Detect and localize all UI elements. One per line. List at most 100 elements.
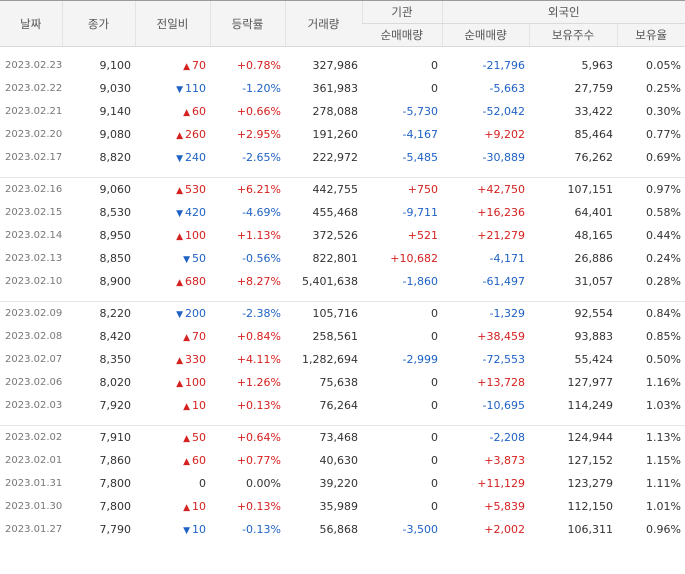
change-cell: ▲ 530 (135, 178, 210, 202)
header-foreign-net: 순매매량 (441, 23, 529, 47)
triangle-up-icon: ▲ (183, 457, 190, 467)
close-cell: 9,080 (99, 128, 132, 141)
volume-cell: 40,630 (319, 454, 359, 467)
institution-net-cell: +750 (407, 183, 438, 196)
foreign-net-cell: -2,208 (489, 431, 525, 444)
foreign-hold-cell: 92,554 (574, 307, 614, 320)
institution-net-cell: 0 (431, 431, 438, 444)
header-rate: 등락률 (209, 0, 285, 47)
triangle-up-icon: ▲ (183, 62, 190, 72)
change-cell: 0 (135, 472, 210, 495)
foreign-net-cell: +9,202 (484, 128, 525, 141)
rate-cell: +0.66% (236, 105, 281, 118)
foreign-ratio-cell: 0.05% (646, 59, 681, 72)
change-cell: ▼ 420 (135, 201, 210, 224)
table-row: 2023.02.20 9,080 ▲ 260 +2.95% 191,260 -4,167 +9… (0, 123, 685, 146)
volume-cell: 75,638 (319, 376, 359, 389)
close-cell: 8,220 (99, 307, 132, 320)
foreign-net-cell: -5,663 (489, 82, 525, 95)
foreign-ratio-cell: 1.03% (646, 399, 681, 412)
change-cell: ▲ 70 (135, 325, 210, 348)
row-separator-cell (0, 417, 685, 426)
header-foreign-ratio: 보유율 (616, 23, 685, 47)
triangle-down-icon: ▼ (176, 85, 183, 95)
row-separator (0, 293, 685, 302)
date-cell: 2023.02.13 (5, 253, 63, 264)
volume-cell: 5,401,638 (302, 275, 358, 288)
foreign-ratio-cell: 0.28% (646, 275, 681, 288)
institution-net-cell: 0 (431, 477, 438, 490)
row-separator-cell (0, 293, 685, 302)
triangle-up-icon: ▲ (183, 333, 190, 343)
row-separator-cell (0, 47, 685, 55)
foreign-ratio-cell: 0.97% (646, 183, 681, 196)
change-cell: ▲ 60 (135, 449, 210, 472)
table-row: 2023.02.23 9,100 ▲ 70 +0.78% 327,986 0 -21,796 5… (0, 54, 685, 77)
change-value: 50 (192, 431, 206, 444)
foreign-hold-cell: 48,165 (574, 229, 614, 242)
change-cell: ▲ 330 (135, 348, 210, 371)
foreign-net-cell: +2,002 (484, 523, 525, 536)
triangle-down-icon: ▼ (183, 255, 190, 265)
volume-cell: 278,088 (312, 105, 359, 118)
close-cell: 7,920 (99, 399, 132, 412)
institution-net-cell: -3,500 (402, 523, 438, 536)
volume-cell: 76,264 (319, 399, 359, 412)
change-value: 100 (185, 376, 206, 389)
table-row: 2023.02.17 8,820 ▼ 240 -2.65% 222,972 -5,485 -3… (0, 146, 685, 169)
row-separator (0, 47, 685, 55)
foreign-ratio-cell: 0.85% (646, 330, 681, 343)
volume-cell: 56,868 (319, 523, 359, 536)
foreign-net-cell: -4,171 (489, 252, 525, 265)
institution-net-cell: 0 (431, 454, 438, 467)
volume-cell: 327,986 (312, 59, 359, 72)
change-value: 420 (185, 206, 206, 219)
close-cell: 7,800 (99, 477, 132, 490)
rate-cell: +1.26% (236, 376, 281, 389)
foreign-net-cell: +3,873 (484, 454, 525, 467)
foreign-hold-cell: 27,759 (574, 82, 614, 95)
table-row: 2023.02.15 8,530 ▼ 420 -4.69% 455,468 -9,711 +1… (0, 201, 685, 224)
date-cell: 2023.02.01 (5, 455, 63, 466)
header-institution: 기관 (361, 0, 442, 24)
change-cell: ▲ 100 (135, 371, 210, 394)
rate-cell: -2.65% (242, 151, 281, 164)
change-cell: ▼ 110 (135, 77, 210, 100)
change-cell: ▲ 60 (135, 100, 210, 123)
change-cell: ▲ 260 (135, 123, 210, 146)
date-cell: 2023.02.21 (5, 106, 63, 117)
change-value: 70 (192, 59, 206, 72)
table-row: 2023.02.08 8,420 ▲ 70 +0.84% 258,561 0 +38,459 9… (0, 325, 685, 348)
date-cell: 2023.02.08 (5, 331, 63, 342)
table-row: 2023.02.01 7,860 ▲ 60 +0.77% 40,630 0 +3,873 127… (0, 449, 685, 472)
table-header: 날짜 종가 전일비 등락률 거래량 기관 외국인 순매매량 순매매량 보유주수 … (0, 0, 685, 47)
triangle-down-icon: ▼ (176, 310, 183, 320)
change-value: 10 (192, 399, 206, 412)
close-cell: 7,790 (99, 523, 132, 536)
header-volume: 거래량 (284, 0, 362, 47)
triangle-down-icon: ▼ (176, 154, 183, 164)
volume-cell: 822,801 (312, 252, 359, 265)
change-cell: ▲ 100 (135, 224, 210, 247)
table-row: 2023.02.09 8,220 ▼ 200 -2.38% 105,716 0 -1,329 9… (0, 302, 685, 326)
change-value: 100 (185, 229, 206, 242)
close-cell: 7,800 (99, 500, 132, 513)
institution-net-cell: 0 (431, 82, 438, 95)
change-value: 680 (185, 275, 206, 288)
table-row: 2023.02.06 8,020 ▲ 100 +1.26% 75,638 0 +13,728 1… (0, 371, 685, 394)
close-cell: 9,060 (99, 183, 132, 196)
change-value: 200 (185, 307, 206, 320)
rate-cell: +6.21% (236, 183, 281, 196)
date-cell: 2023.02.20 (5, 129, 63, 140)
foreign-ratio-cell: 0.25% (646, 82, 681, 95)
rate-cell: +8.27% (236, 275, 281, 288)
table-row: 2023.02.21 9,140 ▲ 60 +0.66% 278,088 -5,730 -52… (0, 100, 685, 123)
header-foreign: 외국인 (441, 0, 685, 24)
foreign-net-cell: -52,042 (482, 105, 525, 118)
triangle-up-icon: ▲ (176, 232, 183, 242)
table-row: 2023.01.30 7,800 ▲ 10 +0.13% 35,989 0 +5,839 112… (0, 495, 685, 518)
foreign-net-cell: -30,889 (482, 151, 525, 164)
volume-cell: 191,260 (312, 128, 359, 141)
foreign-net-cell: +42,750 (477, 183, 525, 196)
close-cell: 8,900 (99, 275, 132, 288)
